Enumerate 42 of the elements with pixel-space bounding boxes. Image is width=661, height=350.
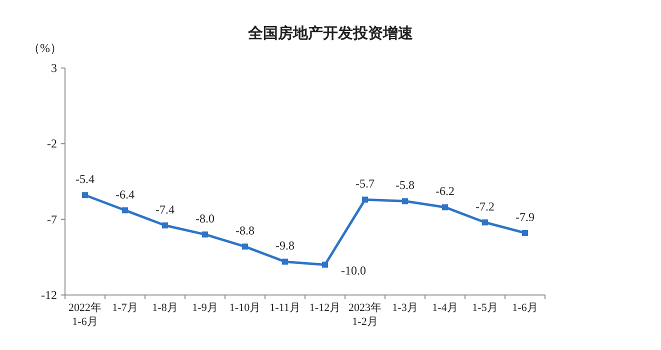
data-label: -5.4 bbox=[76, 172, 94, 186]
y-tick-label: -2 bbox=[47, 136, 57, 151]
data-label: -5.7 bbox=[356, 176, 374, 191]
x-tick-label: 1-9月 bbox=[192, 302, 218, 314]
x-tick-label: 1-10月 bbox=[229, 302, 261, 314]
data-label: -8.8 bbox=[236, 224, 254, 238]
x-tick-label: 1-11月 bbox=[270, 302, 300, 314]
point bbox=[162, 222, 168, 228]
data-label: -5.8 bbox=[396, 178, 414, 192]
data-label: -7.9 bbox=[516, 210, 534, 224]
data-label: -7.4 bbox=[156, 202, 174, 216]
data-label: -6.4 bbox=[116, 187, 134, 202]
y-tick-label: -7 bbox=[47, 212, 57, 226]
point bbox=[82, 192, 88, 198]
data-label: -7.2 bbox=[476, 199, 494, 214]
y-tick-label: -12 bbox=[41, 288, 57, 302]
x-tick-label: 1-5月 bbox=[472, 302, 498, 314]
x-tick-label: 2022年 1-6月 bbox=[68, 302, 102, 328]
x-tick-label: 1-4月 bbox=[432, 302, 458, 314]
x-tick-label: 1-12月 bbox=[309, 302, 341, 314]
data-label: -9.8 bbox=[276, 238, 294, 253]
point bbox=[402, 198, 408, 204]
point bbox=[322, 262, 328, 268]
data-label: -10.0 bbox=[341, 264, 366, 278]
point bbox=[362, 196, 368, 203]
point bbox=[442, 204, 448, 210]
point bbox=[522, 230, 528, 236]
x-tick-label: 1-8月 bbox=[152, 302, 178, 314]
x-tick-label: 1-6月 bbox=[512, 302, 538, 314]
x-tick-label: 1-3月 bbox=[392, 302, 418, 314]
data-label: -6.2 bbox=[436, 184, 454, 198]
y-axis-title: （%） bbox=[28, 41, 62, 55]
chart-title: 全国房地产开发投资增速 bbox=[247, 24, 414, 42]
point bbox=[202, 231, 208, 238]
data-label: -8.0 bbox=[196, 211, 214, 226]
y-tick-label: 3 bbox=[51, 61, 57, 75]
x-tick-label: 2023年 1-2月 bbox=[348, 302, 382, 328]
point bbox=[122, 207, 128, 214]
x-tick-label: 1-7月 bbox=[112, 302, 138, 314]
point bbox=[242, 244, 248, 250]
point bbox=[282, 258, 288, 265]
point bbox=[482, 219, 488, 226]
